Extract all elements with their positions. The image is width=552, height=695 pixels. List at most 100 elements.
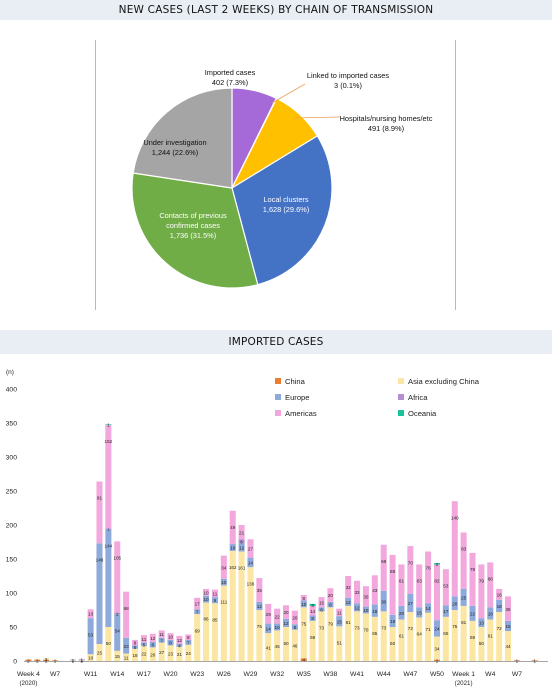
- bar-segment: [513, 660, 520, 661]
- legend-label: Americas: [285, 409, 317, 418]
- bar-segment: [87, 609, 94, 619]
- data-label: 75: [257, 624, 263, 629]
- bar-segment: [78, 659, 85, 661]
- bar-segment: [327, 601, 334, 608]
- pie-label-name: Hospitals/nursing homes/etc: [340, 114, 433, 123]
- bar-segment: [167, 639, 174, 646]
- legend-swatch: [398, 394, 404, 400]
- pie-label-value: 1,736 (31.5%): [170, 231, 216, 240]
- data-label: 81: [346, 620, 352, 625]
- leader-line: [271, 83, 306, 104]
- bar-segment: [238, 539, 245, 544]
- data-label: 8: [134, 641, 137, 646]
- bar-segment: [282, 605, 290, 619]
- bar-segment: [69, 660, 76, 661]
- bar-segment: [291, 624, 298, 630]
- data-label: 50: [283, 641, 289, 646]
- data-label: 161: [238, 566, 246, 571]
- bar-segment: [425, 551, 432, 604]
- bar-segment: [371, 616, 378, 661]
- bar-segment: [309, 603, 316, 606]
- bar-segment: [194, 614, 201, 661]
- data-label: 15: [337, 619, 343, 624]
- pie-label-name: confirmed cases: [166, 221, 220, 230]
- data-label: 7: [196, 610, 199, 615]
- data-label: 11: [337, 610, 342, 615]
- y-tick-label: 50: [9, 625, 17, 632]
- bar-segment: [398, 605, 405, 620]
- data-label: 27: [408, 601, 414, 606]
- data-label: 17: [443, 609, 449, 614]
- data-label: 59: [310, 635, 316, 640]
- bar-segment: [274, 623, 281, 631]
- data-label: 49: [230, 525, 236, 530]
- data-label: 25: [97, 651, 103, 656]
- data-label: 1: [72, 659, 75, 664]
- data-label: 1: [72, 658, 75, 663]
- x-tick-label: W29: [243, 671, 257, 678]
- data-label: 78: [470, 567, 476, 572]
- bar-segment: [345, 576, 352, 598]
- legend-swatch: [398, 378, 404, 384]
- x-tick-label: W14: [110, 671, 124, 678]
- bar-segment: [451, 610, 458, 661]
- bar-segment: [167, 645, 174, 661]
- data-label: 18: [132, 653, 138, 658]
- pie-label-name: Local clusters: [263, 195, 308, 204]
- data-label: 138: [247, 581, 255, 586]
- bar-segment: [194, 597, 201, 610]
- bar-segment: [220, 585, 227, 661]
- bar-segment: [336, 608, 343, 617]
- data-label: 18: [497, 604, 503, 609]
- data-label: 1: [516, 659, 519, 664]
- legend-swatch: [275, 394, 281, 400]
- x-tick-label-year: (2021): [455, 680, 473, 687]
- bar-segment: [487, 562, 494, 608]
- data-label: 11: [124, 655, 129, 660]
- data-label: 41: [266, 645, 272, 650]
- data-label: 27: [248, 547, 254, 552]
- bar-segment: [478, 627, 485, 661]
- bar-segment: [114, 614, 121, 651]
- legend-label: Africa: [408, 393, 428, 402]
- y-tick-label: 100: [6, 591, 18, 598]
- bar-segment: [34, 659, 41, 661]
- bar-segment: [238, 551, 245, 661]
- data-label: 9: [214, 598, 217, 603]
- bar-segment: [451, 596, 458, 610]
- data-label: 8: [329, 603, 332, 608]
- x-tick-label: W35: [297, 671, 311, 678]
- data-label: 2: [436, 658, 439, 663]
- data-label: 75: [301, 621, 307, 626]
- bar-segment: [442, 605, 449, 617]
- bar-segment: [52, 660, 59, 661]
- bar-segment: [354, 580, 361, 604]
- data-label: 6: [240, 539, 243, 544]
- x-tick-label: W20: [164, 671, 178, 678]
- bar-segment: [211, 603, 218, 661]
- data-label: 148: [96, 558, 104, 563]
- data-label: 61: [488, 634, 494, 639]
- bar-segment: [211, 589, 218, 598]
- pie-slice: [231, 135, 333, 286]
- data-label: 68: [381, 559, 387, 564]
- data-label: 27: [159, 650, 165, 655]
- data-label: 76: [426, 566, 432, 571]
- data-label: 152: [105, 439, 113, 444]
- data-label: 15: [115, 654, 121, 659]
- bar-segment: [389, 614, 396, 627]
- data-label: 82: [434, 579, 440, 584]
- bar-segment: [69, 659, 76, 661]
- bar-segment: [203, 595, 210, 603]
- bar-segment: [407, 612, 414, 661]
- data-label: 2: [27, 658, 30, 663]
- data-label: 71: [426, 627, 432, 632]
- bar-segment: [105, 528, 112, 530]
- bar-segment: [78, 660, 85, 661]
- x-tick-label: W17: [137, 671, 151, 678]
- bar-segment: [96, 543, 103, 644]
- data-label: 8: [302, 596, 305, 601]
- bar-segment: [140, 635, 147, 643]
- bar-segment: [176, 646, 183, 661]
- data-label: 10: [168, 635, 174, 640]
